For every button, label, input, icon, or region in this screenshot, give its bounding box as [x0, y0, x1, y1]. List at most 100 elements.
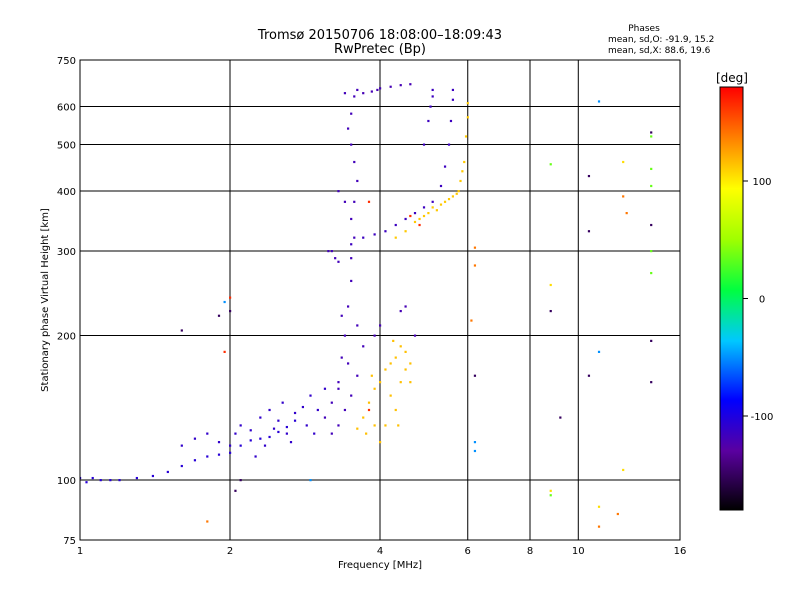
- data-points: [80, 83, 653, 528]
- data-point: [451, 88, 455, 92]
- data-point: [343, 334, 347, 337]
- grid: [79, 59, 681, 541]
- data-point: [397, 424, 400, 427]
- data-point: [418, 223, 421, 227]
- data-point: [259, 416, 262, 419]
- data-point: [473, 441, 477, 444]
- data-point: [350, 217, 353, 221]
- y-tick-label: 200: [57, 332, 76, 343]
- data-point: [587, 374, 591, 377]
- data-point: [99, 479, 102, 482]
- data-point: [217, 453, 221, 456]
- data-point: [650, 131, 653, 134]
- data-point: [466, 116, 469, 119]
- data-point: [616, 512, 619, 516]
- data-point: [650, 223, 653, 227]
- y-tick-label: 300: [57, 247, 76, 258]
- colorbar-tick-label: 100: [752, 177, 771, 188]
- data-point: [330, 250, 333, 253]
- data-point: [166, 470, 169, 474]
- data-point: [229, 451, 232, 454]
- data-point: [343, 408, 347, 412]
- data-point: [277, 430, 280, 434]
- data-point: [404, 350, 407, 353]
- data-point: [431, 88, 434, 92]
- data-point: [193, 437, 197, 440]
- data-point: [587, 230, 591, 233]
- data-point: [350, 279, 353, 283]
- data-point: [409, 362, 412, 365]
- data-point: [249, 439, 252, 442]
- data-point: [389, 362, 392, 365]
- data-point: [394, 223, 397, 227]
- data-point: [301, 405, 305, 409]
- data-point: [622, 160, 625, 164]
- data-point: [394, 356, 397, 359]
- data-point: [370, 90, 373, 93]
- data-point: [293, 411, 297, 415]
- data-point: [473, 246, 477, 249]
- data-point: [309, 394, 312, 397]
- data-point: [259, 437, 262, 440]
- data-point: [461, 170, 464, 173]
- data-point: [449, 119, 453, 123]
- data-point: [431, 206, 434, 209]
- data-point: [346, 127, 350, 130]
- data-point: [549, 309, 552, 313]
- data-point: [327, 250, 330, 253]
- data-point: [409, 83, 412, 86]
- data-point: [389, 85, 392, 88]
- data-point: [350, 394, 353, 397]
- data-point: [337, 424, 340, 427]
- x-tick-label: 1: [77, 546, 83, 557]
- data-point: [346, 305, 350, 308]
- data-point: [229, 444, 232, 447]
- data-point: [549, 494, 552, 497]
- data-point: [91, 476, 94, 480]
- data-point: [622, 195, 625, 198]
- data-point: [413, 334, 417, 337]
- data-point: [443, 165, 447, 168]
- data-point: [597, 100, 601, 103]
- data-point: [281, 401, 284, 404]
- data-point: [229, 309, 232, 313]
- data-point: [80, 476, 82, 480]
- data-point: [384, 368, 387, 371]
- x-tick-labels: 1 2 4 6 8 10 16: [77, 546, 687, 557]
- data-point: [337, 190, 340, 193]
- data-point: [85, 481, 88, 484]
- data-point: [356, 179, 359, 183]
- data-point: [350, 243, 353, 246]
- data-point: [337, 381, 340, 384]
- data-point: [337, 260, 340, 263]
- data-point: [376, 88, 379, 92]
- data-point: [373, 387, 376, 390]
- data-point: [650, 135, 653, 138]
- data-point: [650, 271, 653, 275]
- stats-x-mode: mean, sd,X: 88.6, 19.6: [608, 46, 711, 56]
- data-point: [249, 429, 252, 432]
- y-axis-label: Stationary phase Virtual Height [km]: [40, 208, 51, 392]
- data-point: [409, 381, 412, 384]
- data-point: [234, 489, 237, 492]
- data-point: [353, 160, 356, 164]
- data-point: [373, 233, 376, 236]
- data-point: [367, 401, 371, 404]
- data-point: [268, 435, 271, 439]
- x-tick-label: 8: [527, 546, 533, 557]
- data-point: [650, 339, 653, 343]
- data-point: [206, 455, 209, 458]
- colorbar-ticks: -100 0 100: [743, 177, 773, 423]
- data-point: [622, 468, 625, 472]
- data-point: [399, 84, 402, 87]
- data-point: [597, 525, 601, 528]
- data-point: [353, 236, 356, 239]
- data-point: [587, 174, 591, 178]
- data-point: [340, 356, 343, 359]
- colorbar-tick-label: -100: [751, 412, 774, 423]
- data-point: [330, 432, 333, 435]
- data-point: [340, 314, 343, 317]
- data-point: [394, 236, 397, 239]
- data-point: [367, 200, 371, 203]
- y-tick-label: 75: [63, 536, 76, 547]
